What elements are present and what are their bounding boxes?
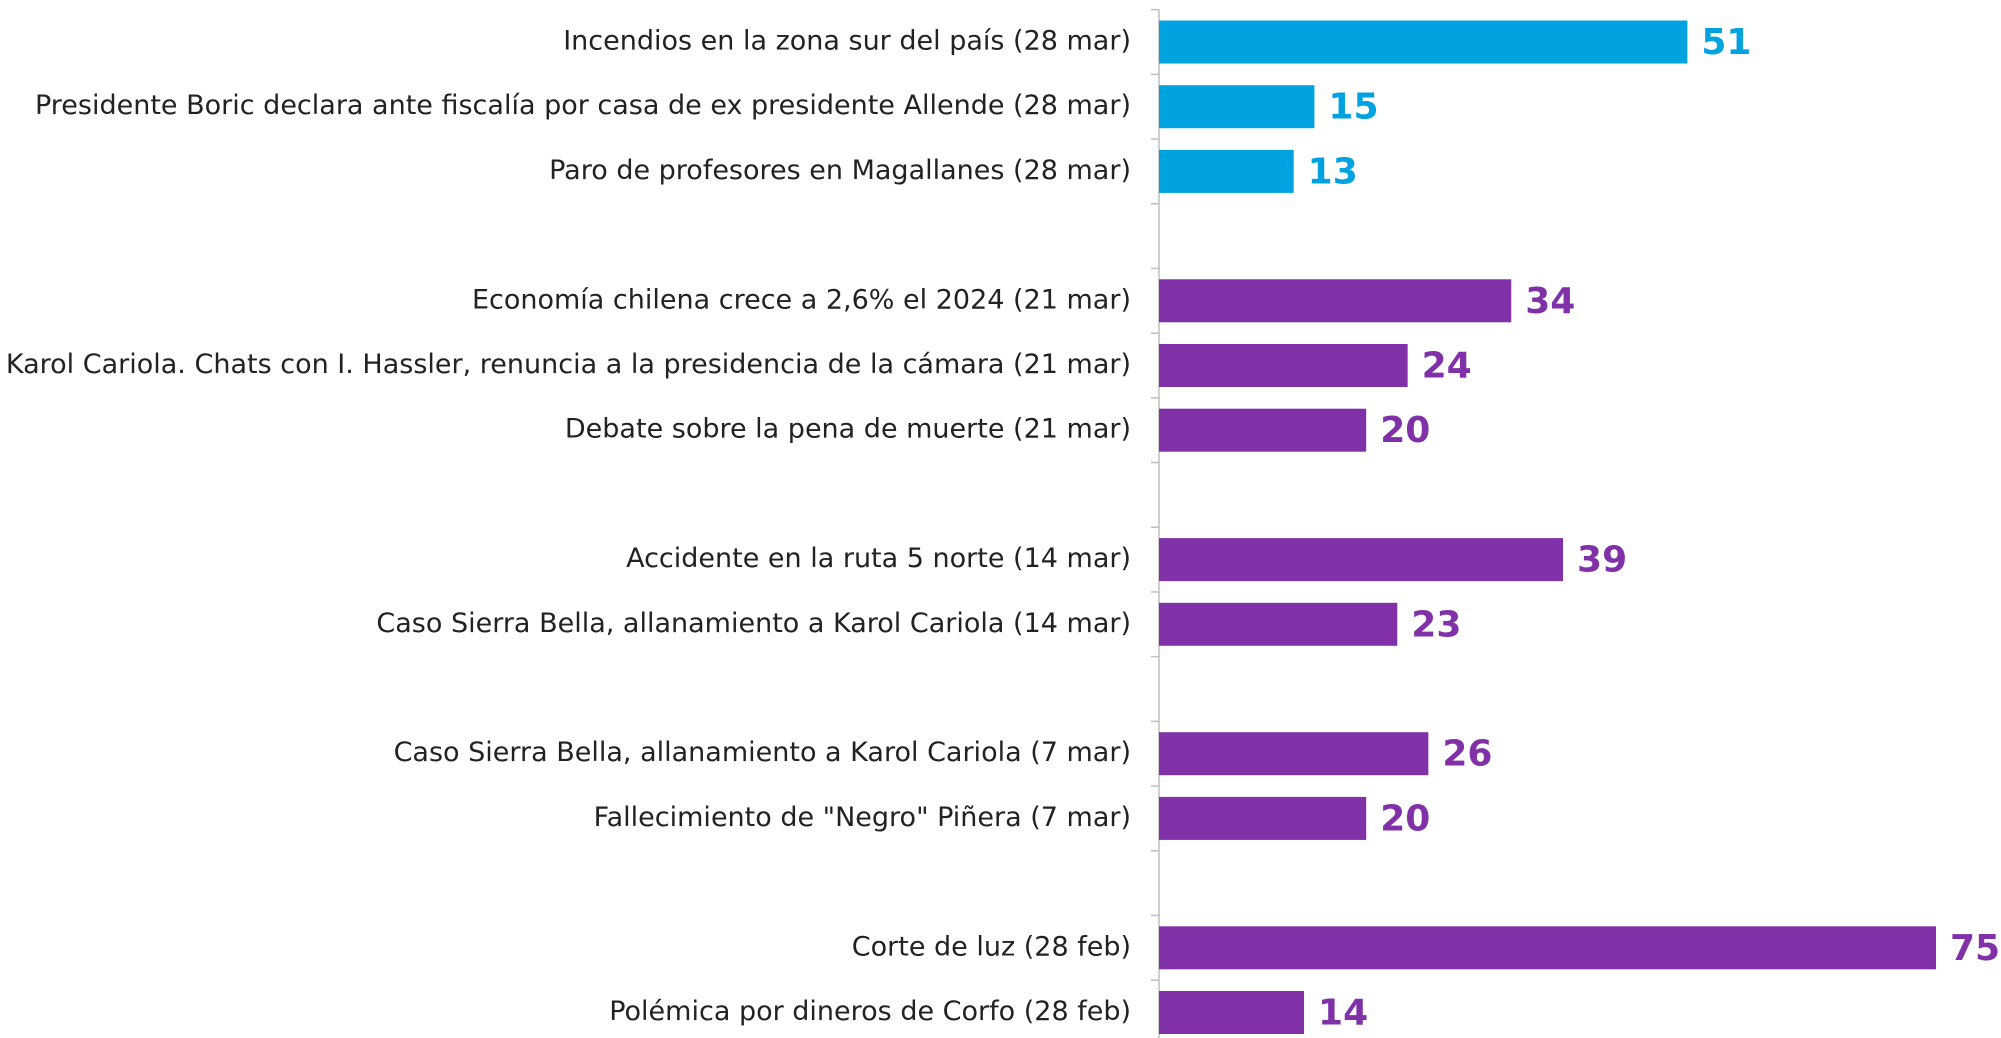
value-label: 26: [1442, 734, 1492, 775]
category-label: Debate sobre la pena de muerte (21 mar): [565, 414, 1131, 445]
category-label: Fallecimiento de "Negro" Piñera (7 mar): [594, 802, 1131, 833]
value-label: 39: [1577, 540, 1627, 581]
category-label: Incendios en la zona sur del país (28 ma…: [563, 26, 1131, 57]
bar: [1159, 20, 1688, 64]
value-label: 34: [1525, 281, 1575, 322]
bar: [1159, 408, 1367, 452]
bar: [1159, 926, 1936, 970]
value-label: 14: [1318, 993, 1368, 1034]
category-label: Karol Cariola. Chats con I. Hassler, ren…: [6, 349, 1131, 380]
category-label: Polémica por dineros de Corfo (28 feb): [609, 996, 1131, 1027]
category-label: Paro de profesores en Magallanes (28 mar…: [549, 155, 1131, 186]
category-label: Accidente en la ruta 5 norte (14 mar): [626, 543, 1131, 574]
bar: [1159, 538, 1564, 582]
value-label: 75: [1950, 928, 2000, 969]
bar: [1159, 344, 1408, 387]
bar: [1159, 732, 1429, 776]
category-label: Presidente Boric declara ante fiscalía p…: [35, 90, 1131, 121]
category-label: Caso Sierra Bella, allanamiento a Karol …: [376, 608, 1131, 639]
bar: [1159, 279, 1512, 323]
category-label: Corte de luz (28 feb): [852, 931, 1131, 962]
value-label: 23: [1411, 604, 1461, 645]
value-label: 15: [1328, 87, 1378, 128]
bar: [1159, 991, 1305, 1034]
value-label: 51: [1701, 22, 1751, 63]
value-label: 20: [1380, 410, 1430, 451]
bar: [1159, 85, 1315, 129]
value-label: 13: [1308, 151, 1358, 192]
bar: [1159, 796, 1367, 840]
category-label: Economía chilena crece a 2,6% el 2024 (2…: [472, 284, 1131, 315]
bar: [1159, 149, 1294, 193]
category-label: Caso Sierra Bella, allanamiento a Karol …: [394, 737, 1131, 768]
bar: [1159, 602, 1398, 646]
value-label: 24: [1422, 346, 1472, 387]
value-label: 20: [1380, 798, 1430, 839]
